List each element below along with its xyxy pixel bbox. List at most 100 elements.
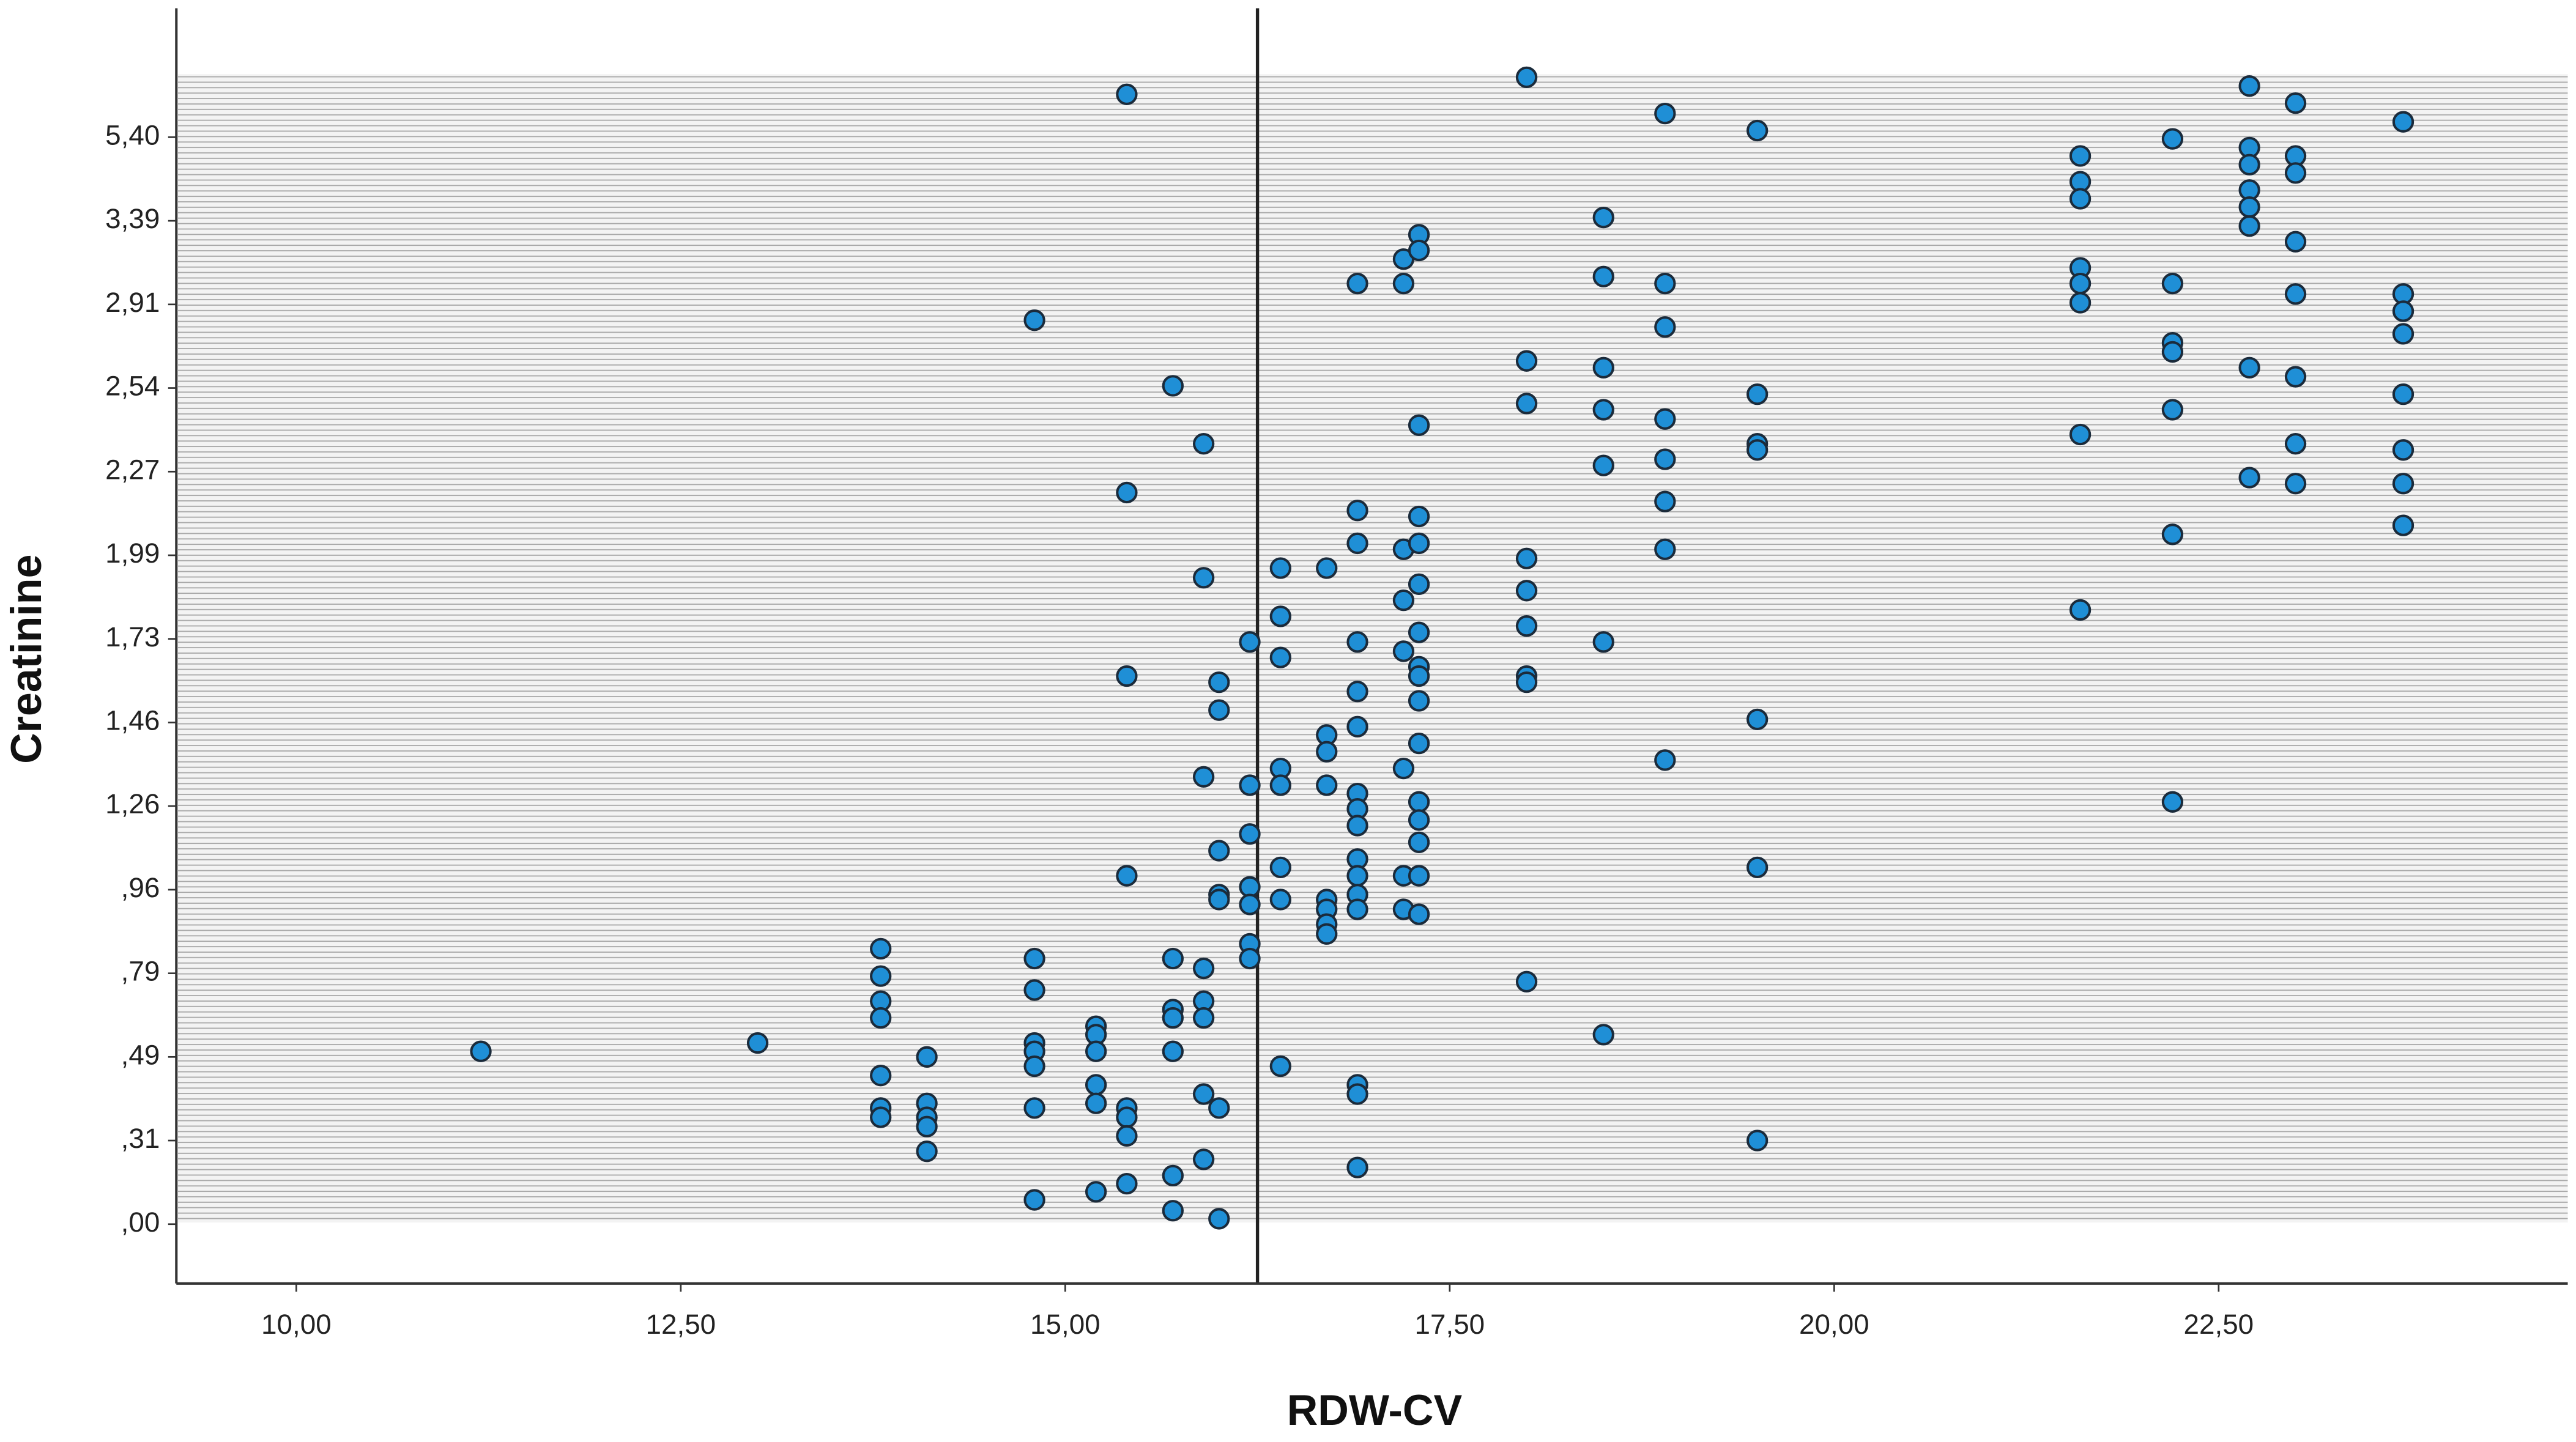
data-point	[2392, 111, 2415, 133]
data-point	[1746, 1130, 1769, 1152]
x-axis-title: RDW-CV	[1287, 1386, 1463, 1434]
data-point	[1515, 615, 1538, 637]
data-point	[1654, 538, 1676, 560]
data-point	[2238, 75, 2260, 97]
plot-layer	[470, 8, 2415, 1284]
data-point	[1085, 1074, 1107, 1096]
data-point	[2392, 439, 2415, 461]
y-axis-title: Creatinine	[2, 554, 50, 763]
data-point	[2284, 231, 2307, 253]
data-point	[2069, 292, 2092, 314]
data-point	[1592, 357, 1614, 379]
data-point	[1208, 840, 1230, 862]
data-point	[1316, 774, 1338, 796]
data-point	[1162, 1200, 1184, 1222]
data-point	[1408, 732, 1430, 755]
data-point	[1592, 1024, 1614, 1046]
data-point	[1515, 350, 1538, 372]
data-point	[1408, 809, 1430, 831]
data-point	[1408, 505, 1430, 528]
data-point	[1023, 1097, 1045, 1119]
data-point	[1408, 239, 1430, 262]
data-point	[1116, 1172, 1138, 1195]
data-point	[1592, 206, 1614, 229]
data-point	[1346, 715, 1368, 738]
y-tick-label: 1,26	[105, 788, 160, 819]
data-point	[1239, 876, 1261, 898]
x-tick-label: 22,50	[2184, 1309, 2254, 1340]
data-point	[1023, 1189, 1045, 1211]
data-point	[1192, 567, 1215, 589]
data-point	[2161, 791, 2184, 813]
data-point	[2069, 188, 2092, 210]
data-point	[1408, 573, 1430, 595]
data-point	[1239, 631, 1261, 653]
data-point	[1023, 1055, 1045, 1078]
data-point	[1346, 815, 1368, 837]
data-point	[1654, 316, 1676, 338]
data-point	[1116, 1125, 1138, 1147]
data-point	[2392, 300, 2415, 322]
y-tick-label: 2,27	[105, 454, 160, 485]
data-point	[916, 1141, 938, 1163]
data-point	[1269, 856, 1291, 879]
data-point	[1346, 532, 1368, 555]
data-point	[1592, 454, 1614, 476]
data-point	[1085, 1181, 1107, 1203]
data-point	[746, 1032, 769, 1054]
data-point	[1208, 1097, 1230, 1119]
data-point	[1346, 1156, 1368, 1178]
data-point	[1408, 865, 1430, 887]
data-point	[1654, 749, 1676, 771]
data-point	[1316, 557, 1338, 579]
data-point	[1346, 1083, 1368, 1105]
y-tick-label: 1,99	[105, 538, 160, 569]
data-point	[1269, 889, 1291, 911]
data-point	[470, 1040, 492, 1062]
data-point	[2161, 341, 2184, 363]
data-point	[2392, 473, 2415, 495]
data-point	[1208, 671, 1230, 693]
data-point	[1192, 1007, 1215, 1029]
data-point	[1408, 414, 1430, 436]
data-point	[1746, 856, 1769, 879]
data-point	[1408, 621, 1430, 643]
y-tick-label: 3,39	[105, 203, 160, 234]
data-point	[2161, 399, 2184, 421]
data-point	[1746, 119, 1769, 142]
data-point	[916, 1046, 938, 1068]
data-point	[2161, 523, 2184, 545]
data-point	[1208, 699, 1230, 721]
y-tick-label: ,49	[121, 1039, 160, 1070]
data-point	[1592, 399, 1614, 421]
data-point	[2069, 145, 2092, 167]
data-point	[1192, 1148, 1215, 1170]
data-point	[1162, 1007, 1184, 1029]
data-point	[1085, 1040, 1107, 1062]
data-point	[1515, 971, 1538, 993]
data-point	[1392, 272, 1415, 295]
data-point	[2284, 473, 2307, 495]
data-point	[1346, 681, 1368, 703]
data-point	[2392, 383, 2415, 405]
data-point	[2284, 162, 2307, 184]
data-point	[1515, 671, 1538, 693]
data-point	[1392, 640, 1415, 662]
data-point	[1192, 766, 1215, 788]
data-point	[2069, 272, 2092, 295]
data-point	[1192, 433, 1215, 455]
data-point	[1023, 309, 1045, 331]
data-point	[1346, 898, 1368, 920]
data-point	[1654, 408, 1676, 430]
y-tick-label: ,79	[121, 956, 160, 987]
data-point	[1592, 265, 1614, 287]
data-point	[1269, 1055, 1291, 1078]
y-tick-label: ,31	[121, 1123, 160, 1154]
y-tick-label: 1,73	[105, 621, 160, 653]
y-tick-label: 5,40	[105, 119, 160, 150]
data-point	[2392, 514, 2415, 536]
data-point	[2392, 323, 2415, 345]
data-point	[2238, 196, 2260, 218]
